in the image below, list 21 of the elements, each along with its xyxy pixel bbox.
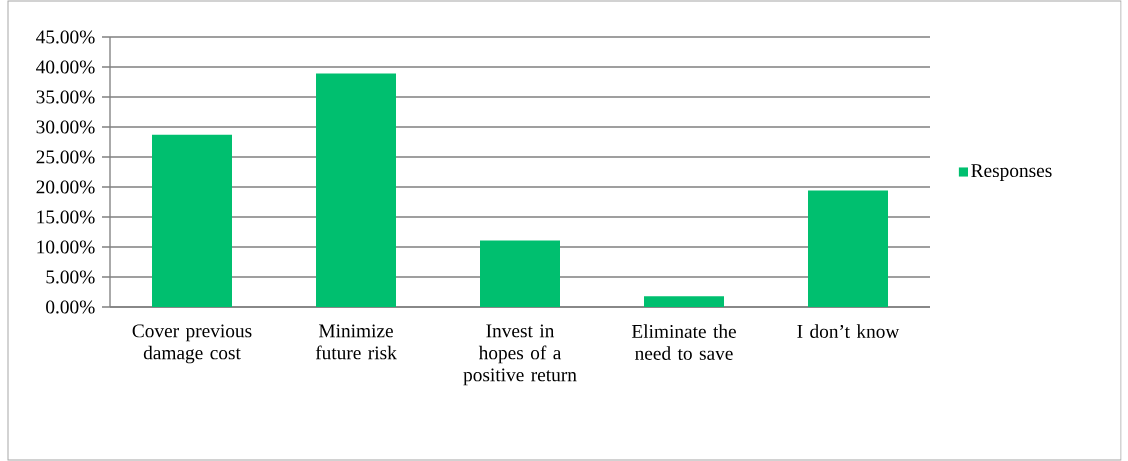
legend-label: Responses [971, 164, 1052, 181]
bar [480, 240, 560, 307]
y-tick-label: 30.00% [36, 120, 95, 134]
y-tick-label: 35.00% [36, 90, 95, 104]
bar [808, 190, 889, 307]
y-tick-label: 20.00% [36, 180, 95, 194]
y-tick-label: 5.00% [46, 270, 95, 284]
x-tick-label: Cover previous damage cost [132, 324, 252, 364]
x-tick-label: I don’t know [797, 324, 900, 338]
y-tick-label: 0.00% [46, 300, 95, 314]
bar [644, 296, 725, 307]
x-tick-label: Minimize future risk [315, 324, 397, 360]
bar [152, 134, 232, 307]
x-tick-label: Invest in hopes of a positive return [463, 324, 577, 386]
y-tick-label: 25.00% [36, 150, 95, 164]
y-tick-label: 40.00% [36, 60, 95, 74]
x-tick-label: Eliminate the need to save [631, 324, 736, 360]
y-tick-label: 10.00% [37, 240, 95, 254]
y-tick-label: 15.00% [37, 210, 95, 224]
y-tick-label: 45.00% [36, 30, 95, 44]
bar [316, 73, 397, 307]
